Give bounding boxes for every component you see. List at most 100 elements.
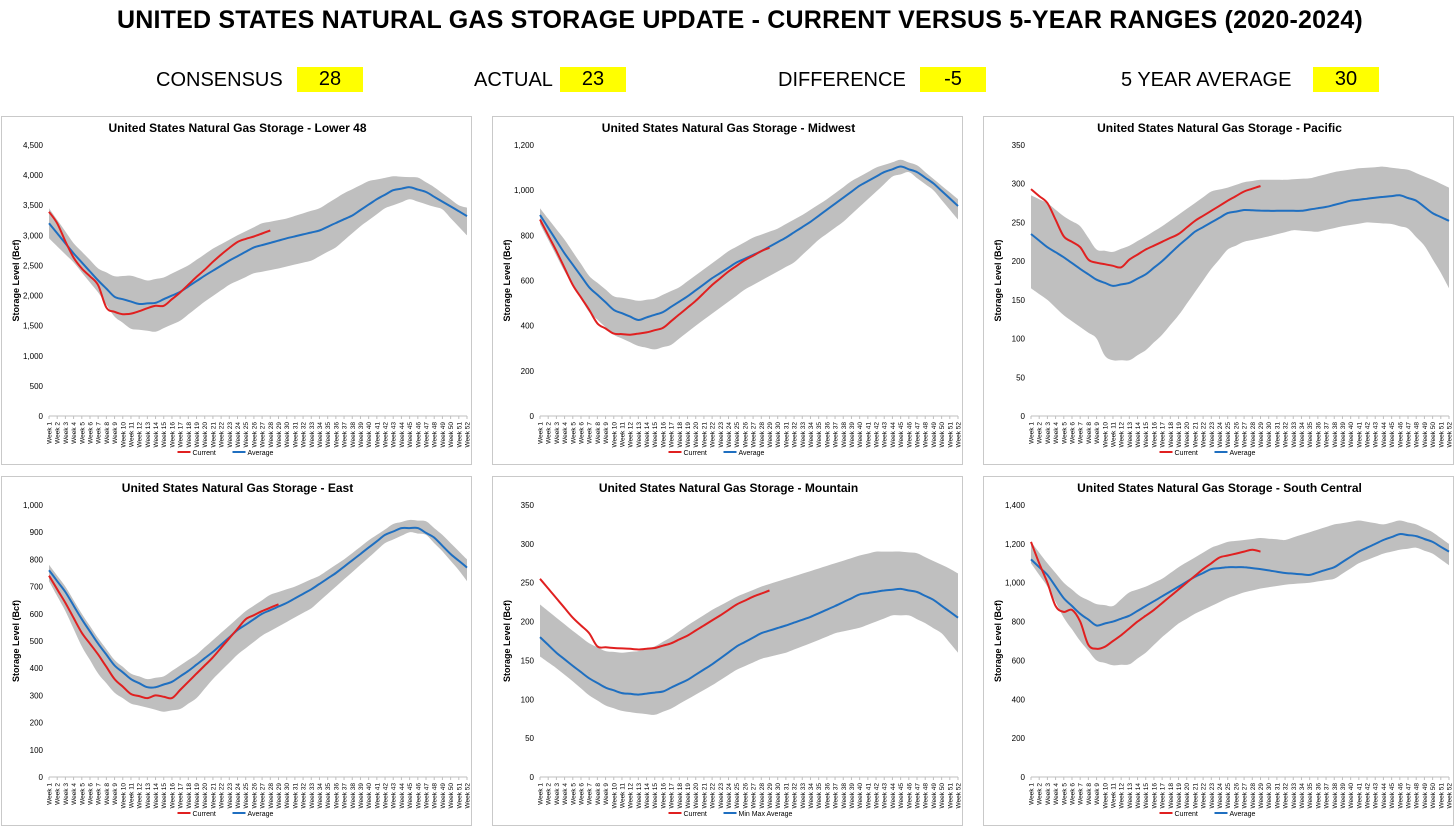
x-tick-label: Week 1 [1029,783,1036,805]
x-tick-label: Week 21 [210,783,217,809]
x-tick-label: Week 18 [1168,422,1175,448]
x-tick-label: Week 3 [1045,422,1052,444]
y-tick-label: 200 [1012,734,1026,743]
y-tick-label: 2,000 [23,292,44,301]
x-tick-label: Week 30 [284,422,291,448]
x-tick-label: Week 34 [808,783,815,809]
x-tick-label: Week 39 [1340,422,1347,448]
legend-current-label: Current [193,811,216,818]
x-tick-label: Week 50 [448,783,455,809]
x-tick-label: Week 41 [1356,783,1363,809]
x-tick-label: Week 6 [1070,422,1077,444]
x-tick-label: Week 29 [1258,422,1265,448]
x-tick-label: Week 5 [79,422,86,444]
x-tick-label: Week 46 [906,783,913,809]
x-tick-label: Week 28 [759,783,766,809]
x-tick-label: Week 9 [603,422,610,444]
x-tick-label: Week 52 [465,783,472,809]
x-tick-label: Week 42 [383,422,390,448]
y-tick-label: 600 [1012,656,1026,665]
x-tick-label: Week 18 [677,422,684,448]
x-tick-label: Week 6 [579,422,586,444]
x-tick-label: Week 37 [833,783,840,809]
x-tick-label: Week 8 [104,422,111,444]
x-tick-label: Week 28 [759,422,766,448]
x-tick-label: Week 40 [857,783,864,809]
y-tick-label: 3,000 [23,231,44,240]
x-tick-label: Week 23 [718,783,725,809]
chart-title: United States Natural Gas Storage - Moun… [599,481,858,495]
x-tick-label: Week 44 [1381,783,1388,809]
x-tick-label: Week 21 [210,422,217,448]
x-tick-label: Week 38 [350,783,357,809]
x-tick-label: Week 11 [1111,783,1118,808]
y-tick-label: 250 [1012,218,1026,227]
x-tick-label: Week 27 [260,783,267,809]
x-tick-label: Week 39 [1340,783,1347,809]
x-tick-label: Week 40 [366,422,373,448]
y-axis-label: Storage Level (Bcf) [993,600,1003,682]
x-tick-label: Week 47 [915,422,922,448]
chart-lower-48: United States Natural Gas Storage - Lowe… [11,121,472,457]
legend-average-label: Average [1230,811,1256,818]
x-tick-label: Week 7 [587,422,594,444]
x-tick-label: Week 7 [1078,783,1085,805]
x-tick-label: Week 52 [956,783,963,809]
x-tick-label: Week 20 [1184,422,1191,448]
x-tick-label: Week 50 [1430,783,1437,809]
x-tick-label: Week 43 [391,422,398,448]
x-tick-label: Week 43 [1373,422,1380,448]
chart-legend: Current Average [668,450,765,457]
legend-average-label: Average [1230,450,1256,457]
y-tick-label: 1,000 [23,501,44,510]
x-tick-label: Week 11 [620,422,627,447]
x-tick-label: Week 52 [1447,422,1454,448]
x-tick-label: Week 45 [898,422,905,448]
x-tick-label: Week 51 [1438,783,1445,809]
x-tick-label: Week 3 [1045,783,1052,805]
x-tick-label: Week 52 [956,422,963,448]
x-tick-label: Week 20 [693,422,700,448]
range-band [1031,166,1449,361]
x-tick-label: Week 5 [570,422,577,444]
legend-current-label: Current [684,811,707,818]
x-tick-label: Week 25 [1225,783,1232,809]
x-tick-label: Week 22 [710,422,717,448]
x-tick-label: Week 31 [783,783,790,809]
y-tick-label: 150 [1012,296,1026,305]
five-year-average-value: 30 [1313,67,1379,92]
x-tick-label: Week 39 [358,422,365,448]
x-tick-label: Week 28 [1250,783,1257,809]
x-tick-label: Week 33 [1291,422,1298,448]
legend-current-label: Current [1175,450,1198,457]
average-series-line [1030,533,1450,627]
y-tick-label: 1,000 [514,186,535,195]
x-tick-label: Week 26 [251,422,258,448]
x-tick-label: Week 10 [611,783,618,809]
current-series-line [539,578,770,651]
x-tick-label: Week 47 [424,422,431,448]
x-tick-label: Week 2 [55,783,62,805]
x-tick-label: Week 13 [1127,422,1134,448]
x-tick-label: Week 38 [841,783,848,809]
x-tick-label: Week 33 [309,783,316,809]
x-tick-label: Week 30 [1266,783,1273,809]
x-tick-label: Week 25 [243,422,250,448]
y-tick-label: 100 [521,695,535,704]
y-tick-label: 200 [30,719,44,728]
x-tick-label: Week 13 [145,783,152,809]
y-tick-label: 2,500 [23,261,44,270]
actual-value: 23 [560,67,626,92]
x-tick-label: Week 4 [562,422,569,444]
y-tick-label: 0 [39,773,44,782]
x-tick-label: Week 15 [1143,783,1150,809]
y-tick-label: 800 [521,231,535,240]
x-tick-label: Week 18 [186,422,193,448]
x-tick-label: Week 6 [1070,783,1077,805]
x-tick-label: Week 5 [570,783,577,805]
x-tick-label: Week 41 [1356,422,1363,448]
x-tick-label: Week 5 [1061,783,1068,805]
consensus-value: 28 [297,67,363,92]
y-tick-label: 0 [530,773,535,782]
x-tick-label: Week 43 [1373,783,1380,809]
